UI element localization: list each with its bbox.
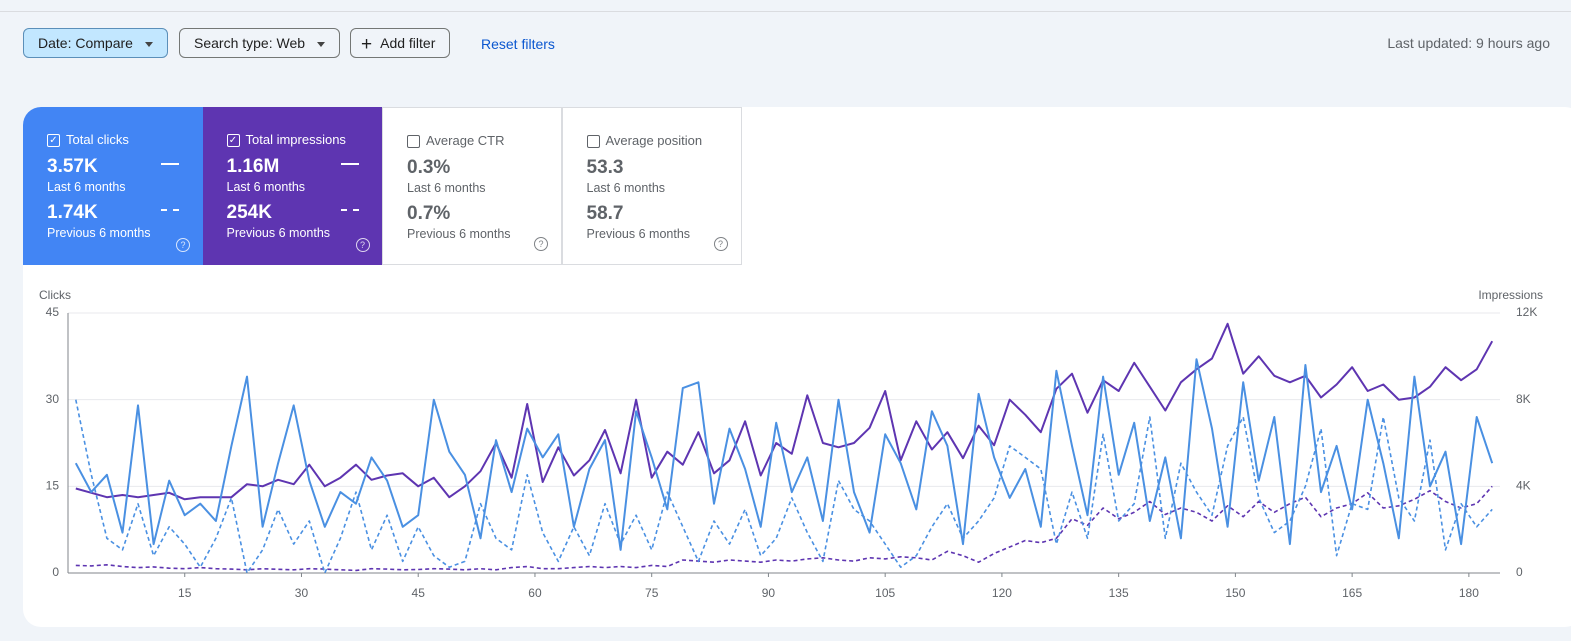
legend-solid (161, 163, 179, 165)
metric-label: Total impressions (245, 132, 346, 147)
y-tick-label: 45 (46, 305, 60, 319)
plus-icon: + (361, 34, 373, 55)
metric-label: Total clicks (66, 132, 129, 147)
scorecard[interactable]: Average CTR 0.3% Last 6 months 0.7% Previous… (382, 107, 562, 265)
current-value: 1.16M (226, 156, 280, 177)
dropdown-caret (144, 41, 153, 47)
x-tick-label: 75 (645, 586, 659, 600)
last-updated: Last updated: 9 hours ago (1387, 35, 1550, 51)
metric-label: Average position (605, 133, 703, 148)
previous-value: 58.7 (586, 203, 624, 224)
x-tick-label: 180 (1459, 586, 1479, 600)
x-tick-label: 120 (992, 586, 1012, 600)
previous-period: Previous 6 months (47, 226, 151, 240)
current-period: Last 6 months (586, 181, 666, 195)
checkbox (586, 135, 600, 148)
y2-tick-label: 12K (1516, 305, 1537, 319)
help-icon: ? (355, 238, 370, 252)
previous-period: Previous 6 months (586, 227, 691, 241)
y-tick-label: 30 (46, 392, 60, 406)
checkbox: ✓ (47, 134, 60, 147)
x-tick-label: 15 (178, 586, 192, 600)
legend-dashed (161, 209, 179, 211)
current-period-line (74, 358, 1494, 551)
previous-value: 0.7% (407, 203, 451, 224)
y-tick-label: 15 (46, 479, 60, 493)
help-icon: ? (534, 237, 548, 251)
add-filter-button[interactable]: + Add filter (350, 28, 451, 58)
x-tick-label: 45 (412, 586, 426, 600)
divider (0, 11, 1571, 12)
x-tick-label: 135 (1109, 586, 1129, 600)
legend-solid (340, 163, 359, 165)
y2-axis-title: Impressions (1478, 288, 1543, 302)
previous-period: Previous 6 months (226, 226, 331, 240)
current-value: 0.3% (407, 157, 451, 178)
reset-filters-link[interactable]: Reset filters (481, 36, 555, 52)
help-icon: ? (176, 238, 190, 252)
y2-tick-label: 4K (1516, 479, 1531, 493)
button-label: Search type: Web (194, 35, 306, 51)
button-label: Date: Compare (38, 35, 133, 51)
current-value: 53.3 (586, 157, 624, 178)
y-axis-title: Clicks (39, 288, 71, 302)
current-period: Last 6 months (47, 180, 126, 194)
dropdown-caret (317, 41, 326, 47)
scorecard[interactable]: Average position 53.3 Last 6 months 58.7 Pre… (561, 107, 742, 265)
y-tick-label: 0 (52, 565, 59, 579)
checkbox: ✓ (226, 134, 240, 147)
y2-tick-label: 8K (1516, 392, 1531, 406)
metric-label: Average CTR (426, 133, 505, 148)
previous-period: Previous 6 months (407, 227, 511, 241)
previous-value: 1.74K (47, 202, 98, 223)
x-tick-label: 165 (1342, 586, 1362, 600)
x-tick-label: 60 (528, 586, 542, 600)
y2-tick-label: 0 (1516, 565, 1523, 579)
search-type-button[interactable]: Search type: Web (179, 28, 341, 58)
x-tick-label: 30 (295, 586, 309, 600)
scorecard[interactable]: ✓ Total impressions 1.16M Last 6 months 254K… (202, 107, 383, 265)
checkbox (407, 135, 420, 148)
x-tick-label: 150 (1225, 586, 1245, 600)
current-period-line (75, 322, 1494, 501)
x-tick-label: 90 (762, 586, 776, 600)
button-label: Add filter (380, 35, 436, 51)
x-tick-label: 105 (875, 586, 895, 600)
legend-dashed (340, 209, 359, 211)
previous-period-line (75, 399, 1493, 574)
current-period: Last 6 months (226, 180, 306, 194)
help-icon: ? (713, 237, 728, 251)
date-filter-button[interactable]: Date: Compare (23, 28, 168, 58)
scorecard[interactable]: ✓ Total clicks 3.57K Last 6 months 1.74K Prev… (23, 107, 203, 265)
current-value: 3.57K (47, 156, 98, 177)
previous-value: 254K (226, 202, 272, 223)
current-period: Last 6 months (407, 181, 486, 195)
